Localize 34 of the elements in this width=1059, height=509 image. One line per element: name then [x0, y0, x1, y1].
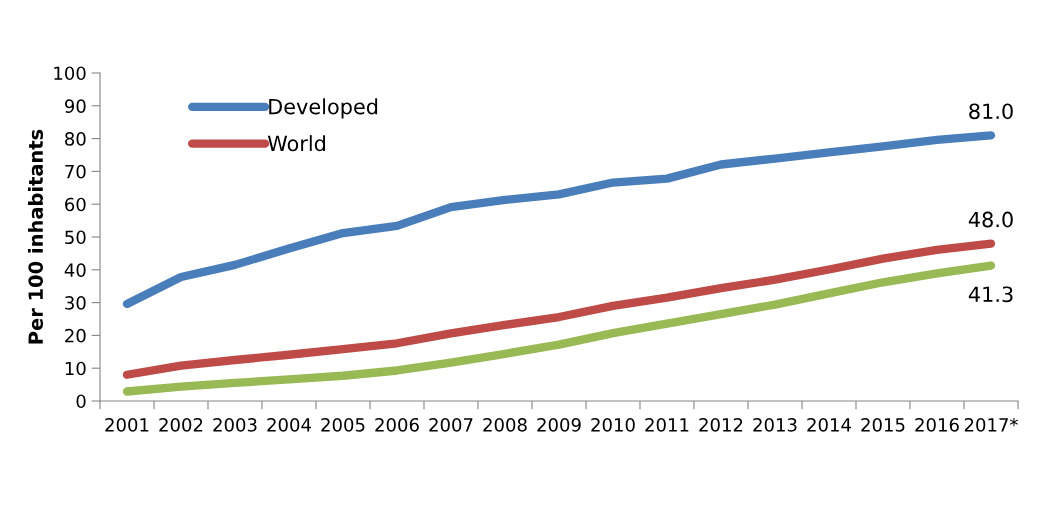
x-tick-label: 2002 [159, 417, 203, 432]
x-tick-label: 2003 [213, 417, 257, 432]
x-tick-label: 2014 [807, 417, 851, 432]
legend-label: World [267, 135, 325, 152]
x-tick-label: 2007 [429, 417, 473, 432]
x-tick-label: 2010 [591, 417, 635, 432]
y-tick-label: 80 [65, 132, 86, 146]
x-tick-label: 2016 [915, 417, 959, 432]
x-tick-label: 2011 [645, 417, 689, 432]
x-tick-label: 2012 [699, 417, 743, 432]
data-label: 48.0 [968, 211, 1013, 228]
y-tick-label: 0 [76, 394, 86, 409]
y-tick-label: 10 [65, 361, 86, 376]
data-label: 81.0 [969, 103, 1013, 120]
y-tick-label: 40 [64, 263, 86, 277]
x-tick-label: 2001 [105, 417, 149, 432]
x-tick-label: 2009 [537, 417, 581, 432]
y-tick-label: 30 [65, 296, 86, 310]
y-axis-title: Per 100 inhabitants [27, 129, 44, 344]
legend-label: Developed [269, 98, 378, 119]
y-tick-label: 20 [65, 328, 86, 343]
x-tick-label: 2004 [267, 417, 311, 432]
y-tick-label: 100 [54, 66, 86, 81]
x-tick-label: 2006 [375, 417, 419, 432]
y-tick-label: 50 [65, 230, 86, 245]
y-tick-label: 60 [65, 197, 86, 212]
x-tick-label: 2017* [964, 417, 1018, 432]
y-tick-label: 90 [64, 99, 86, 113]
data-label: 41.3 [968, 286, 1013, 303]
x-tick-label: 2005 [321, 417, 365, 432]
x-tick-label: 2015 [861, 417, 905, 432]
y-tick-label: 70 [65, 164, 86, 179]
x-tick-label: 2013 [753, 417, 797, 432]
x-tick-label: 2008 [483, 417, 527, 432]
